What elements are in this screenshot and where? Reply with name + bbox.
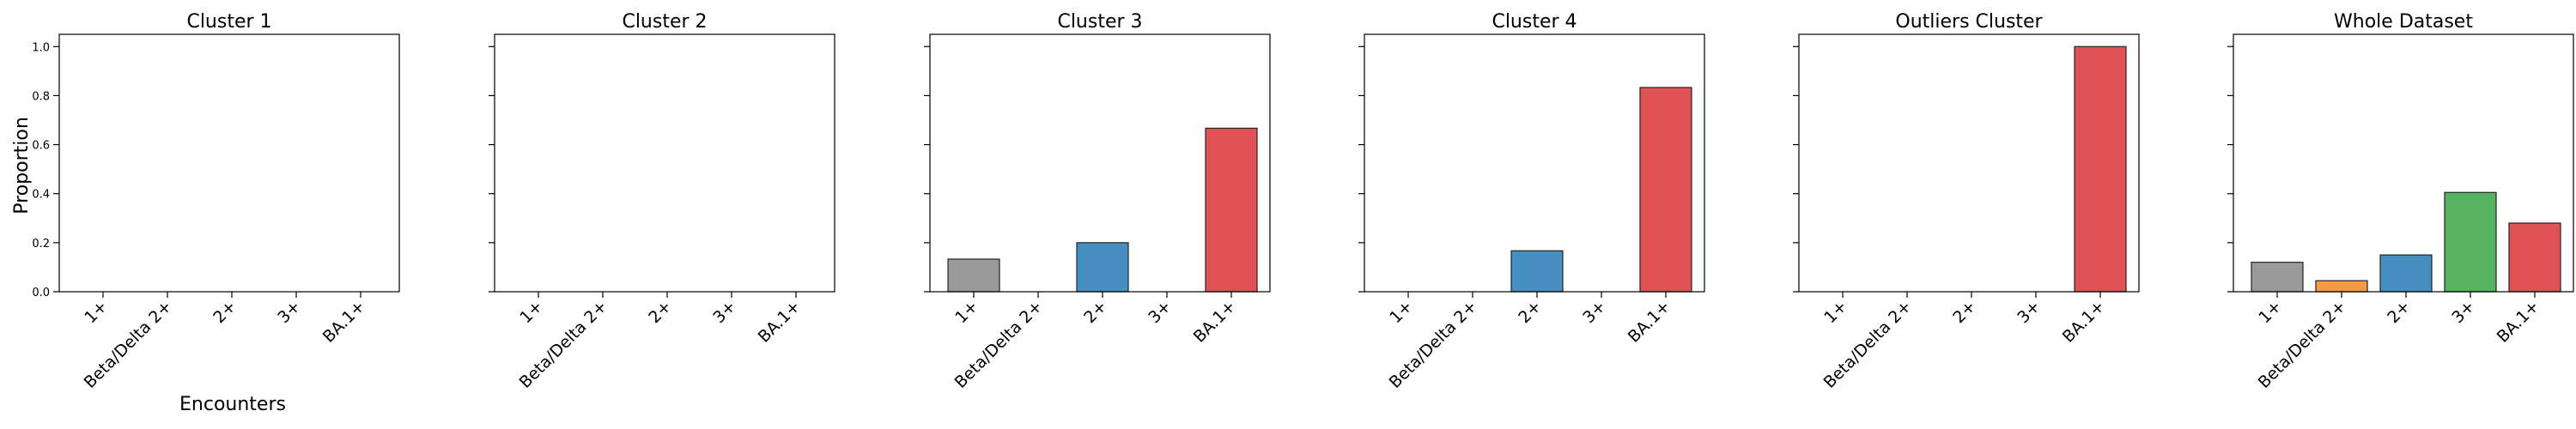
bar	[2315, 280, 2368, 293]
x-tick-label: 3+	[1145, 297, 1175, 327]
x-tick-label: 3+	[1579, 297, 1609, 327]
plot-frame	[1364, 33, 1705, 293]
y-tick-label: 0.4	[32, 189, 50, 202]
chart-panels: Cluster 10.00.20.40.60.81.01+Beta/Delta …	[32, 11, 2574, 392]
bar	[2379, 254, 2433, 293]
plot-frame	[494, 33, 835, 293]
bar	[1205, 127, 1258, 293]
plot-frame	[58, 33, 400, 293]
panel-title: Outliers Cluster	[1895, 11, 2043, 33]
x-tick-label: BA.1+	[755, 297, 805, 347]
x-tick-label: 2+	[645, 297, 675, 327]
y-axis-label: Proportion	[11, 117, 33, 214]
plot-frame	[929, 33, 1271, 293]
panel-title: Cluster 2	[622, 11, 707, 33]
x-tick-label: 1+	[1386, 297, 1416, 327]
plot-frame	[2233, 33, 2574, 293]
x-tick-label: BA.1+	[1625, 297, 1674, 347]
y-tick-label: 0.0	[32, 287, 50, 299]
x-tick-label: BA.1+	[2059, 297, 2109, 347]
chart-panel: Cluster 10.00.20.40.60.81.01+Beta/Delta …	[32, 11, 400, 392]
bar	[2251, 262, 2304, 293]
panel-title: Cluster 4	[1492, 11, 1577, 33]
bar	[947, 258, 1000, 293]
chart-panel: Cluster 31+Beta/Delta 2+ 2+ 3+ BA.1+	[924, 11, 1271, 392]
y-tick-label: 0.2	[32, 238, 50, 251]
x-tick-label: 1+	[1820, 297, 1850, 327]
x-tick-label: 1+	[516, 297, 546, 327]
x-tick-label: 2+	[210, 297, 240, 327]
chart-panel: Cluster 21+Beta/Delta 2+ 2+ 3+ BA.1+	[489, 11, 835, 392]
x-tick-label: BA.1+	[319, 297, 369, 347]
x-tick-label: 3+	[709, 297, 739, 327]
y-tick-label: 0.6	[32, 140, 50, 153]
bar	[2074, 45, 2127, 293]
panel-title: Cluster 3	[1057, 11, 1142, 33]
y-tick-label: 1.0	[32, 41, 50, 54]
x-axis-label: Encounters	[179, 394, 286, 415]
bar	[1510, 250, 1564, 293]
x-tick-label: 3+	[274, 297, 304, 327]
x-tick-label: 2+	[1949, 297, 1979, 327]
x-tick-label: 1+	[81, 297, 111, 327]
bar	[2444, 191, 2497, 293]
panel-title: Whole Dataset	[2334, 11, 2473, 33]
x-tick-label: 1+	[951, 297, 981, 327]
bar	[1639, 87, 1692, 293]
x-tick-label: 3+	[2448, 297, 2478, 327]
bar	[2508, 222, 2561, 293]
x-tick-label: BA.1+	[2494, 297, 2543, 347]
y-tick-label: 0.8	[32, 90, 50, 103]
panel-title: Cluster 1	[186, 11, 271, 33]
bar	[1076, 242, 1129, 293]
x-tick-label: 2+	[2384, 297, 2414, 327]
x-tick-label: 3+	[2014, 297, 2044, 327]
x-tick-label: 1+	[2255, 297, 2285, 327]
chart-panel: Cluster 41+Beta/Delta 2+ 2+ 3+ BA.1+	[1358, 11, 1705, 392]
x-tick-label: 2+	[1515, 297, 1545, 327]
x-tick-label: 2+	[1080, 297, 1110, 327]
plot-frame	[1798, 33, 2140, 293]
x-tick-label: BA.1+	[1190, 297, 1240, 347]
